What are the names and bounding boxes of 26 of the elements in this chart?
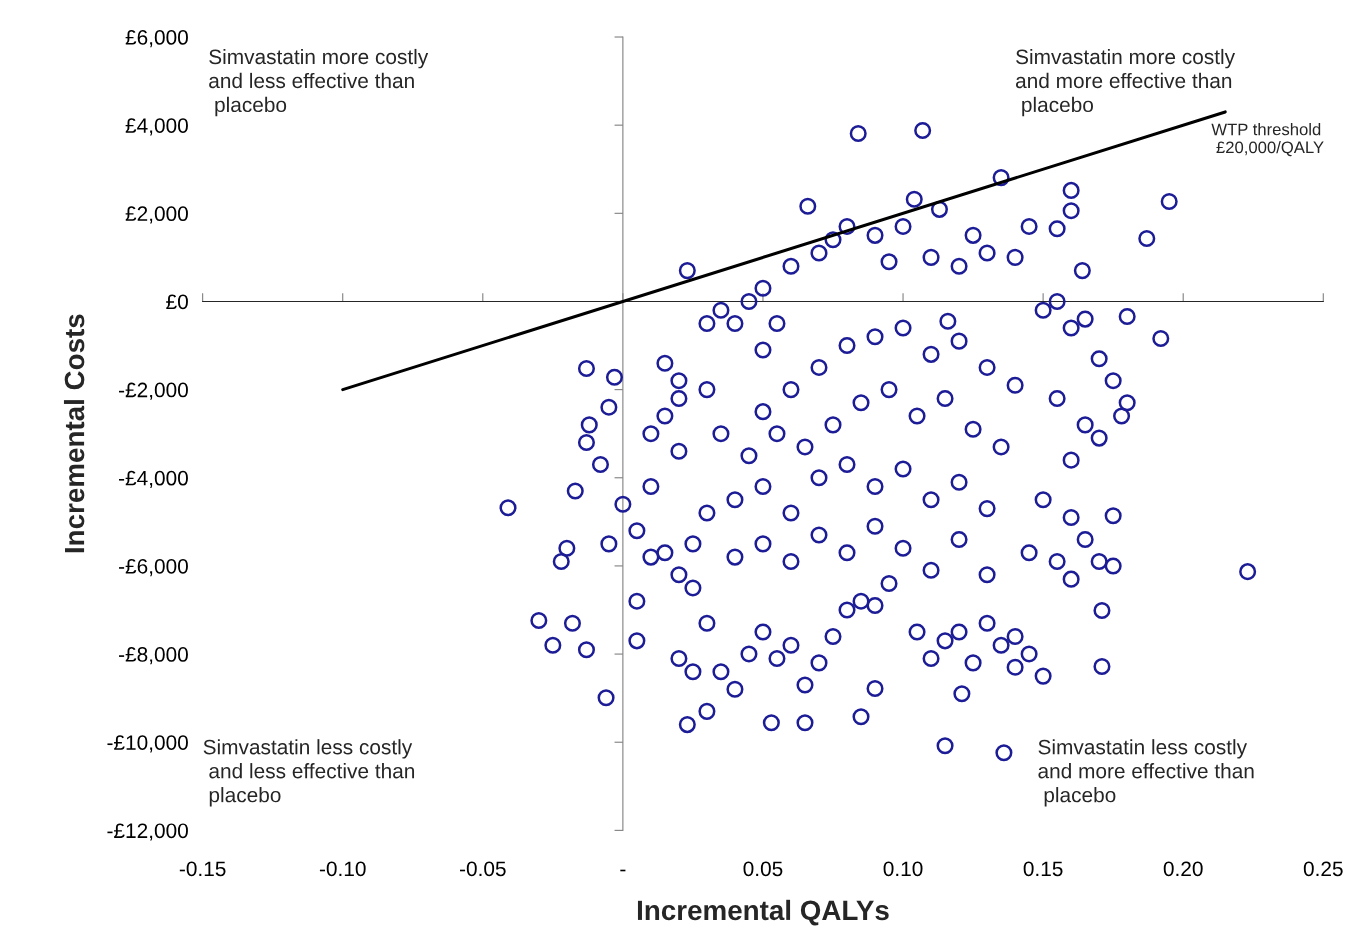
y-tick-label: £2,000 xyxy=(125,206,188,224)
y-tick-label: £4,000 xyxy=(125,118,188,136)
x-tick-label: 0.15 xyxy=(1023,861,1063,877)
y-tick-label: -£2,000 xyxy=(119,382,188,400)
annotation: Simvastatin more costly and more effective than placebo xyxy=(1015,48,1236,117)
annotation: WTP threshold £20,000/QALY xyxy=(1211,123,1324,157)
annotation: Simvastatin less costly and less effective than placebo xyxy=(203,739,415,807)
x-tick-label: -0.15 xyxy=(179,861,226,877)
y-tick-label: -£12,000 xyxy=(107,823,188,841)
y-tick-label: £6,000 xyxy=(125,30,188,48)
y-tick-label: -£4,000 xyxy=(119,470,188,488)
x-tick-label: 0.20 xyxy=(1163,861,1203,877)
annotation: Simvastatin less costly and more effective than placebo xyxy=(1038,739,1254,807)
x-tick-label: 0.05 xyxy=(743,861,783,877)
x-axis-title: Incremental QALYs xyxy=(637,899,889,926)
y-tick-label: -£8,000 xyxy=(119,647,188,665)
y-axis-title: Incremental Costs xyxy=(63,314,85,553)
annotation: Simvastatin more costly and less effective than placebo xyxy=(209,48,429,117)
x-tick-label: -0.05 xyxy=(459,861,506,877)
y-tick-label: -£6,000 xyxy=(119,558,188,577)
y-tick-label: £0 xyxy=(166,294,188,310)
x-tick-label: 0.25 xyxy=(1303,861,1343,877)
x-tick-label: - xyxy=(620,869,626,872)
y-tick-label: -£10,000 xyxy=(107,735,188,753)
x-tick-label: -0.10 xyxy=(319,861,366,877)
x-tick-label: 0.10 xyxy=(883,861,923,877)
